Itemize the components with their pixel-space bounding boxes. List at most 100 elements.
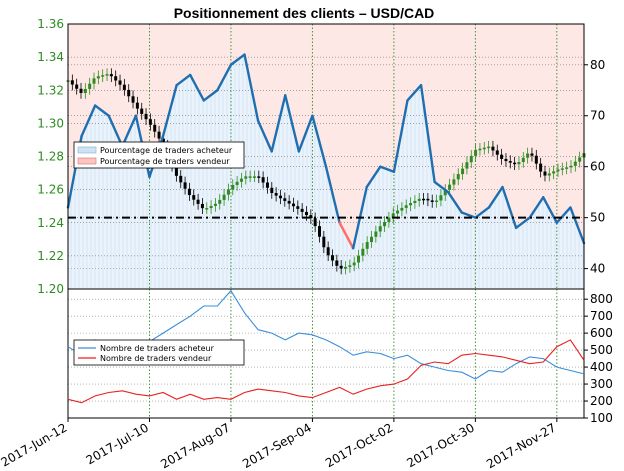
percent-line-segment [270, 94, 287, 153]
price-candle [244, 176, 248, 179]
price-candle [547, 173, 551, 176]
price-candle [226, 189, 230, 195]
percent-line-segment [256, 119, 273, 153]
legend-label-sellers-count: Nombre de traders vendeur [100, 354, 212, 363]
price-candle [526, 153, 530, 158]
percent-line-segment [433, 180, 450, 194]
price-candle [426, 198, 430, 201]
price-candle [322, 236, 326, 248]
percent-tick-label: 70 [590, 109, 605, 123]
price-candle [452, 179, 456, 185]
percent-line-segment [80, 104, 97, 138]
price-tick-label: 1.36 [37, 17, 64, 31]
price-candle [205, 208, 209, 210]
percent-line-segment [324, 165, 341, 224]
price-candle [508, 161, 512, 163]
price-candle [400, 207, 404, 211]
price-candle [530, 153, 534, 156]
price-candle [300, 208, 304, 212]
price-candle [296, 206, 300, 209]
price-candle [569, 165, 573, 168]
price-candle [96, 76, 100, 79]
price-candle [391, 213, 395, 218]
price-candle [192, 195, 196, 200]
x-tick-label: 2017-Oct-30 [404, 420, 476, 470]
price-candle [422, 198, 426, 201]
price-candle [218, 199, 222, 204]
price-candle [491, 146, 495, 151]
x-tick-label: 2017-Sep-04 [240, 420, 314, 471]
percent-line-segment [392, 99, 409, 173]
price-candle [370, 236, 374, 243]
percent-line-segment [284, 94, 301, 153]
percent-line-segment [474, 206, 491, 219]
price-candle [109, 74, 113, 77]
x-tick-label: 2017-Aug-07 [158, 420, 232, 471]
price-candle [101, 75, 105, 77]
price-candle [131, 96, 135, 103]
count-tick-label: 800 [590, 292, 613, 306]
count-tick-label: 400 [590, 360, 613, 374]
price-candle [317, 226, 321, 237]
percent-line-segment [93, 104, 110, 117]
price-candle [144, 113, 148, 120]
percent-line-segment [365, 165, 382, 189]
percent-line-segment [229, 53, 246, 66]
count-line-sellers [67, 339, 585, 404]
percent-line-segment [514, 216, 531, 230]
price-candle [274, 193, 278, 196]
price-candle [396, 210, 400, 214]
price-candle [174, 165, 178, 176]
price-candle [339, 265, 343, 269]
price-candle [127, 89, 131, 97]
percent-line-segment [406, 83, 423, 102]
percent-line-segment [487, 185, 504, 209]
price-candle [478, 148, 482, 151]
percent-line-segment [121, 114, 138, 148]
price-candle [344, 266, 348, 269]
percent-line-segment [379, 165, 396, 173]
percent-line-segment [202, 89, 219, 102]
price-candle [309, 215, 313, 219]
price-candle [187, 188, 191, 196]
percent-line-segment [243, 53, 260, 123]
price-candle [482, 147, 486, 150]
price-candle [231, 184, 235, 190]
legend-box-top [73, 141, 245, 169]
legend-label-seller: Pourcentage de traders vendeur [100, 157, 230, 166]
percent-line-segment [107, 114, 124, 148]
price-candle [443, 189, 447, 196]
price-candle [439, 195, 443, 201]
price-candle [504, 158, 508, 162]
price-candle [287, 200, 291, 204]
price-candle [239, 178, 243, 182]
percent-tick-label: 40 [590, 262, 605, 276]
percent-line-segment [501, 185, 518, 230]
count-tick-label: 600 [590, 326, 613, 340]
price-candle [257, 176, 261, 178]
price-candle [213, 203, 217, 206]
price-tick-label: 1.34 [37, 50, 64, 64]
price-candle [578, 157, 582, 162]
price-candle [352, 262, 356, 266]
price-candle [539, 163, 543, 172]
price-candle [209, 205, 213, 209]
legend-label-buyer: Pourcentage de traders acheteur [100, 146, 233, 155]
bottom-panel: 100 200 300 400 500 600 700 800 [67, 288, 613, 425]
price-candle [114, 76, 118, 81]
price-candle [118, 80, 122, 85]
price-candle [183, 182, 187, 189]
price-candle [270, 187, 274, 194]
price-candle [335, 260, 339, 266]
price-candle [374, 231, 378, 237]
price-candle [448, 184, 452, 190]
price-candle [313, 218, 317, 227]
price-candle [573, 161, 577, 166]
price-candle [283, 198, 287, 201]
legend-swatch-seller [77, 157, 97, 165]
price-candle [148, 119, 152, 125]
price-candle [79, 88, 83, 94]
price-candle [278, 195, 282, 199]
